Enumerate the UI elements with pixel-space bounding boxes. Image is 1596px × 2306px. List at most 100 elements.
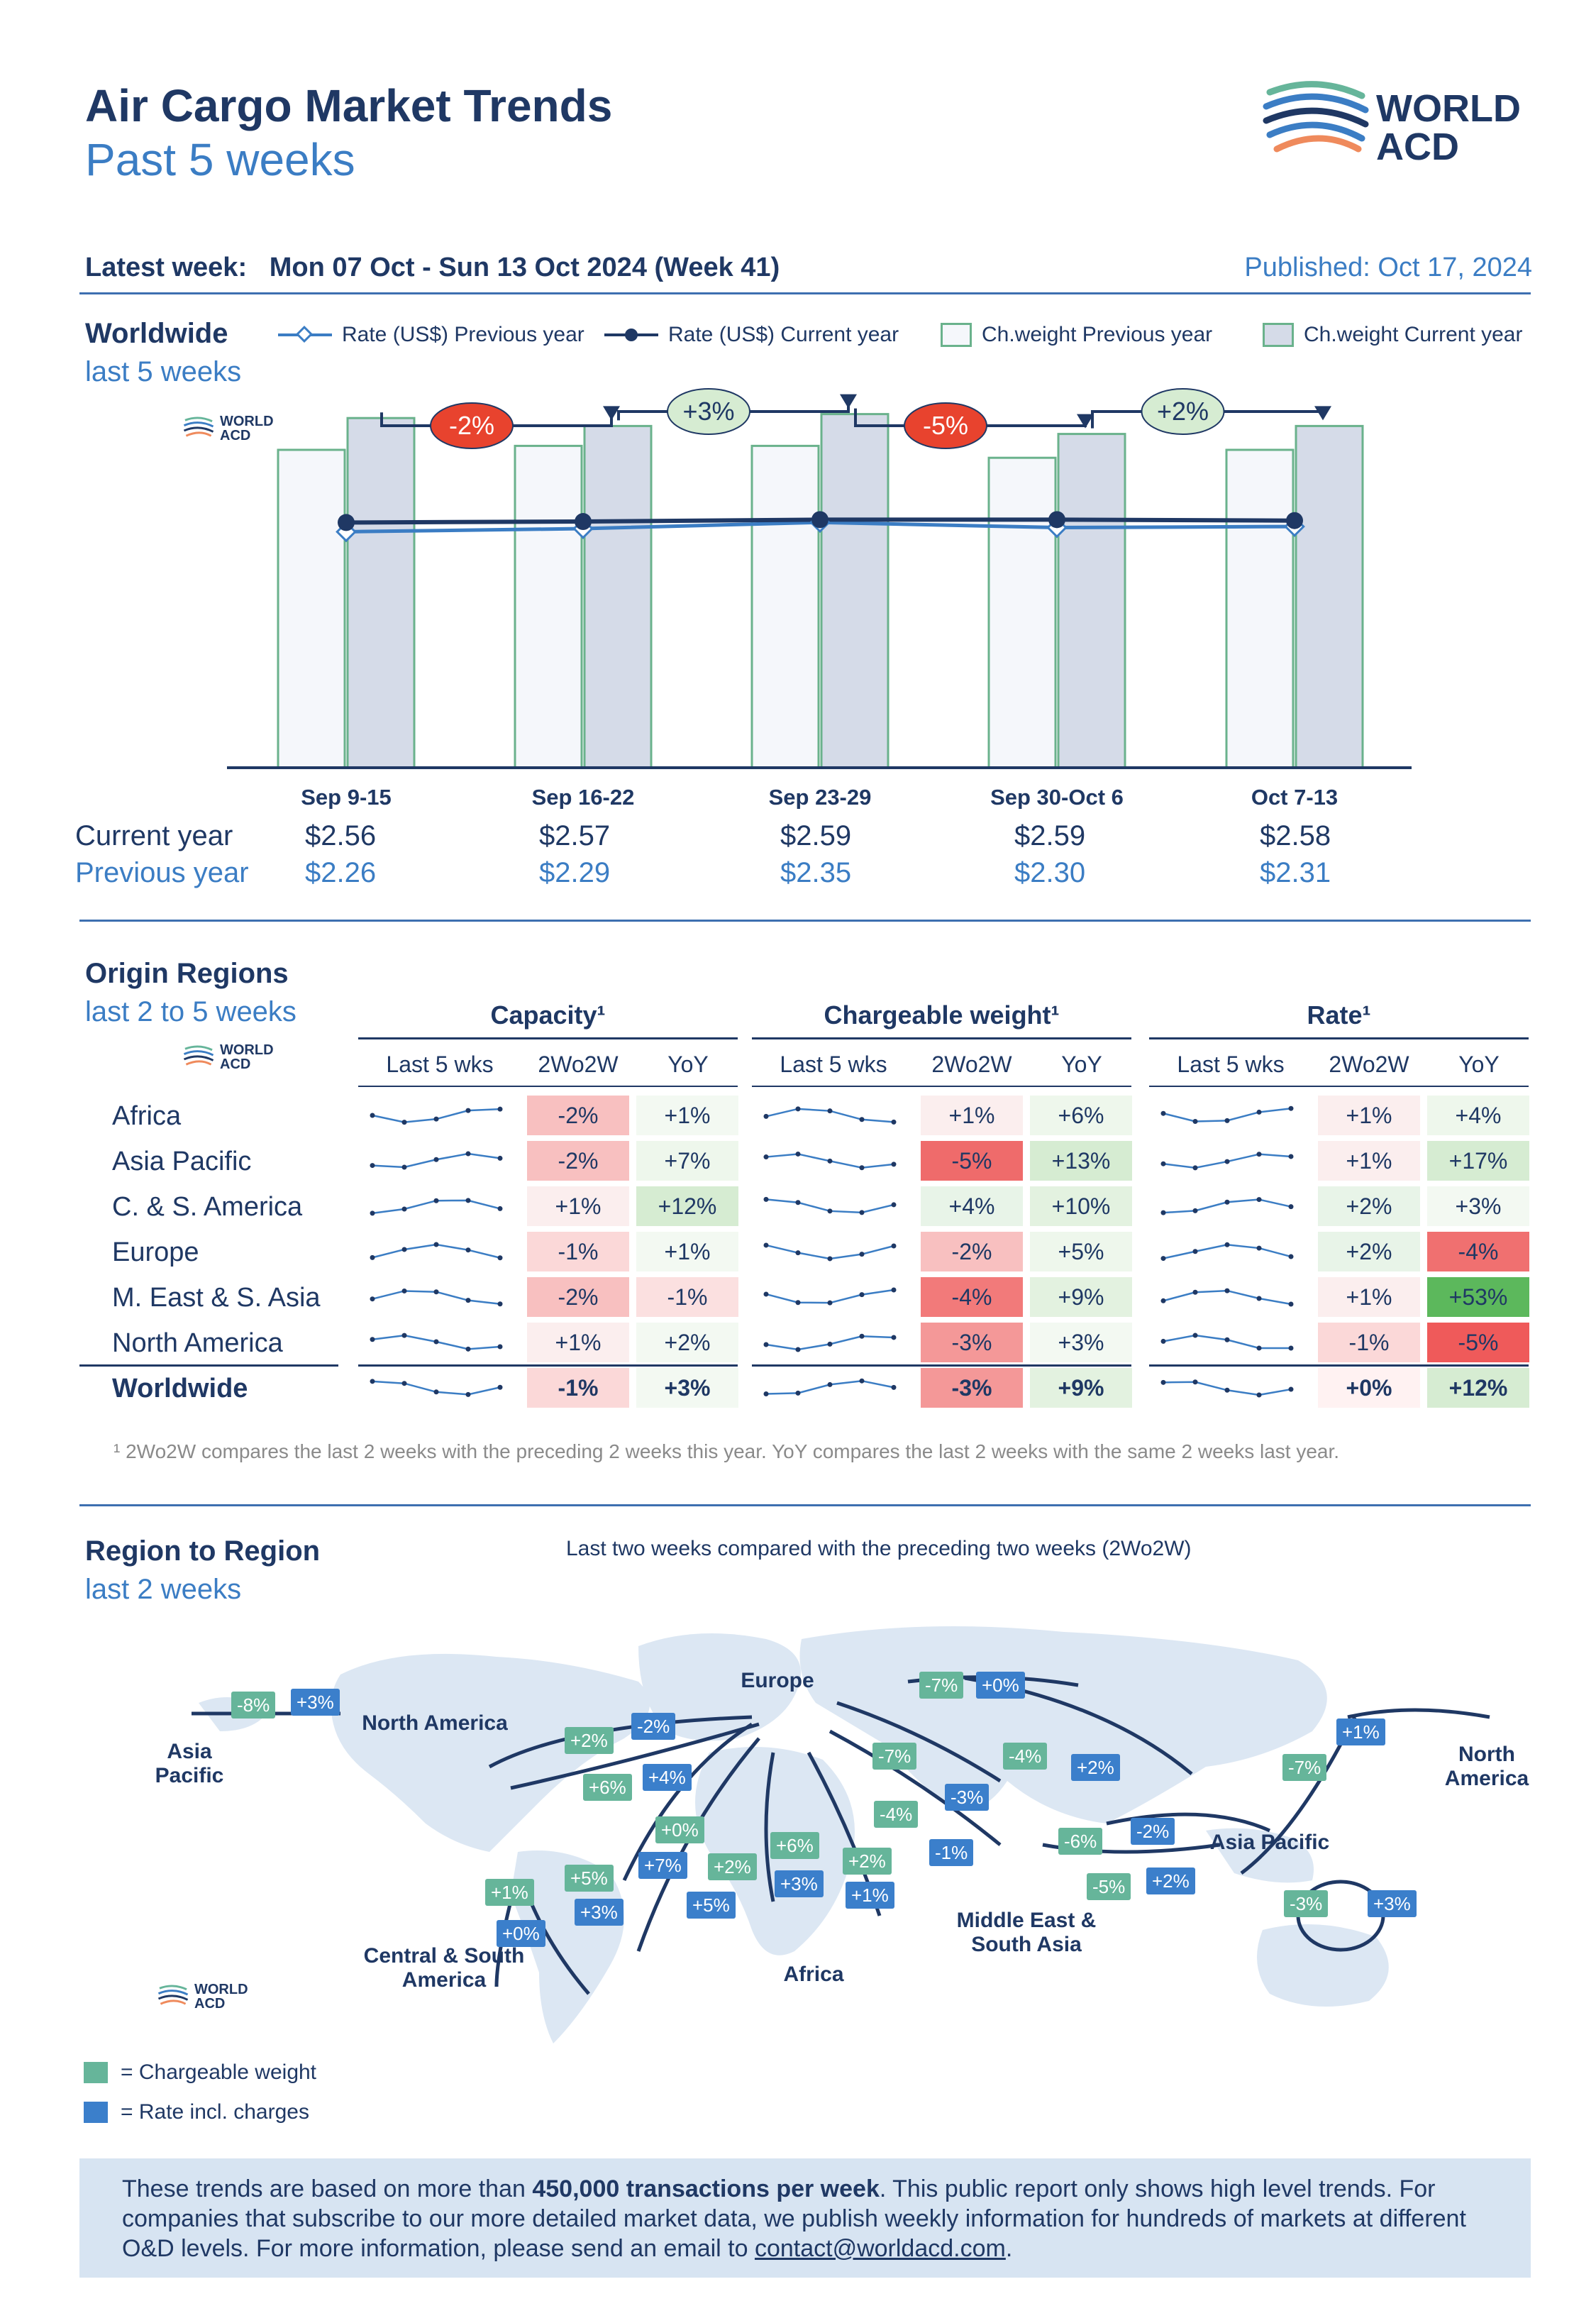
sparkline-point	[859, 1292, 865, 1298]
previous-year-rate: $2.30	[1014, 857, 1086, 888]
week-change-bubble	[430, 402, 514, 449]
sparkline-point	[1192, 1249, 1198, 1254]
sparkline-point	[891, 1202, 897, 1208]
table-subheader: 2Wo2W	[538, 1052, 619, 1077]
previous-year-rate: $2.26	[305, 857, 377, 888]
sparkline-point	[1224, 1159, 1230, 1164]
sparkline-point	[465, 1391, 471, 1397]
sparkline-point	[763, 1196, 769, 1202]
current-year-rate: $2.57	[539, 820, 611, 851]
info-text-b: . This public report only shows high lev…	[122, 2175, 1466, 2262]
logo-text-world: WORLD	[1376, 87, 1521, 130]
latest-week-value: Mon 07 Oct - Sun 13 Oct 2024 (Week 41)	[269, 253, 780, 282]
group-header-underline	[752, 1037, 1131, 1039]
sparkline-point	[827, 1256, 833, 1262]
sparkline-point	[1192, 1119, 1198, 1125]
sparkline-point	[1288, 1105, 1294, 1111]
chart-logo-text2: ACD	[220, 428, 251, 443]
cell-yoy: +9%	[1030, 1277, 1132, 1317]
cell-yoy: +5%	[1030, 1232, 1132, 1271]
sparkline-point	[859, 1210, 865, 1215]
week-change-bubble	[1141, 388, 1225, 435]
sparkline	[763, 1287, 897, 1306]
sparkline	[763, 1378, 897, 1397]
sparkline	[1160, 1197, 1294, 1215]
legend-rate-prev-label: Rate (US$) Previous year	[342, 323, 584, 346]
legend-green-swatch	[84, 2062, 108, 2083]
logo-text-acd: ACD	[1376, 126, 1459, 168]
table-group-header: Chargeable weight¹	[824, 1000, 1060, 1030]
legend-box-prev-icon	[941, 323, 972, 347]
sparkline-point	[1224, 1288, 1230, 1293]
origin-footnote: ¹ 2Wo2W compares the last 2 weeks with t…	[113, 1440, 1340, 1462]
sparkline-point	[891, 1119, 897, 1125]
page-title: Air Cargo Market Trends	[85, 80, 613, 131]
sparkline-point	[465, 1346, 471, 1352]
week-change-label: +3%	[682, 397, 734, 426]
week-change-label: -5%	[923, 411, 968, 440]
sparkline-point	[401, 1164, 407, 1170]
badge-chargeable-weight: +1%	[485, 1879, 534, 1906]
point-rate-curr	[575, 513, 592, 531]
sparkline-point	[891, 1384, 897, 1390]
sparkline	[1160, 1379, 1294, 1398]
cell-yoy: -4%	[1427, 1232, 1529, 1271]
badge-rate: +0%	[976, 1672, 1025, 1699]
sparkline-point	[465, 1151, 471, 1157]
sparkline-point	[859, 1378, 865, 1384]
badge-rate: -2%	[631, 1713, 676, 1740]
sparkline-point	[859, 1252, 865, 1257]
map-logo: WORLD ACD	[157, 1981, 264, 2017]
sparkline-point	[497, 1155, 503, 1161]
cell-yoy: +17%	[1427, 1141, 1529, 1181]
sparkline-point	[1192, 1289, 1198, 1295]
week-change-bubble	[667, 388, 750, 435]
sparkline	[763, 1106, 897, 1125]
cell-yoy: +10%	[1030, 1186, 1132, 1226]
cell-2wo2w: -5%	[921, 1141, 1023, 1181]
previous-year-rate: $2.35	[780, 857, 852, 888]
cell-yoy: +7%	[636, 1141, 738, 1181]
sparkline-point	[891, 1162, 897, 1167]
region-label: Worldwide	[112, 1374, 248, 1403]
table-group-header: Rate¹	[1307, 1000, 1371, 1030]
sparkline-point	[1256, 1109, 1262, 1115]
contact-email-link[interactable]: contact@worldacd.com	[754, 2235, 1006, 2262]
cell-2wo2w: +1%	[1318, 1096, 1420, 1135]
sparkline-point	[1160, 1110, 1166, 1116]
sparkline-point	[497, 1301, 503, 1307]
map-legend-cw: = Chargeable weight	[84, 2060, 316, 2085]
legend-line-prev-icon	[278, 325, 332, 343]
badge-chargeable-weight: -5%	[1087, 1873, 1131, 1900]
worldacd-logo: WORLD ACD	[1263, 78, 1532, 170]
chart-logo-icon	[183, 416, 214, 437]
cell-2wo2w: +2%	[1318, 1186, 1420, 1226]
map-region-label-asia-pacific-left: Asia Pacific	[155, 1740, 224, 1787]
divider	[79, 292, 1531, 294]
point-rate-curr	[1286, 512, 1303, 529]
r2r-caption: Last two weeks compared with the precedi…	[566, 1537, 1192, 1560]
legend-rate-prev: Rate (US$) Previous year	[277, 323, 584, 347]
bar-cw-prev	[1225, 448, 1295, 769]
cell-2wo2w: -1%	[527, 1368, 629, 1408]
badge-chargeable-weight: +2%	[565, 1727, 614, 1754]
x-tick-label: Sep 30-Oct 6	[990, 785, 1124, 809]
sparkline-point	[763, 1242, 769, 1248]
legend-rate-text: = Rate incl. charges	[121, 2100, 309, 2124]
origin-title: Origin Regions	[85, 958, 289, 989]
published-date: Published: Oct 17, 2024	[1244, 253, 1532, 282]
badge-rate: -3%	[945, 1784, 990, 1811]
bar-cw-curr	[583, 424, 653, 769]
region-label: Asia Pacific	[112, 1147, 252, 1176]
sparkline	[763, 1151, 897, 1171]
divider	[79, 1504, 1531, 1506]
badge-rate: -1%	[929, 1839, 974, 1866]
sparkline	[370, 1288, 503, 1307]
sparkline-point	[370, 1210, 375, 1216]
info-text-bold: 450,000 transactions per week	[532, 2175, 880, 2202]
sparkline-point	[827, 1208, 833, 1214]
r2r-subtitle: last 2 weeks	[85, 1574, 242, 1605]
sparkline-point	[1288, 1386, 1294, 1392]
bar-cw-curr	[1057, 433, 1126, 769]
table-subheader: 2Wo2W	[1329, 1052, 1409, 1077]
